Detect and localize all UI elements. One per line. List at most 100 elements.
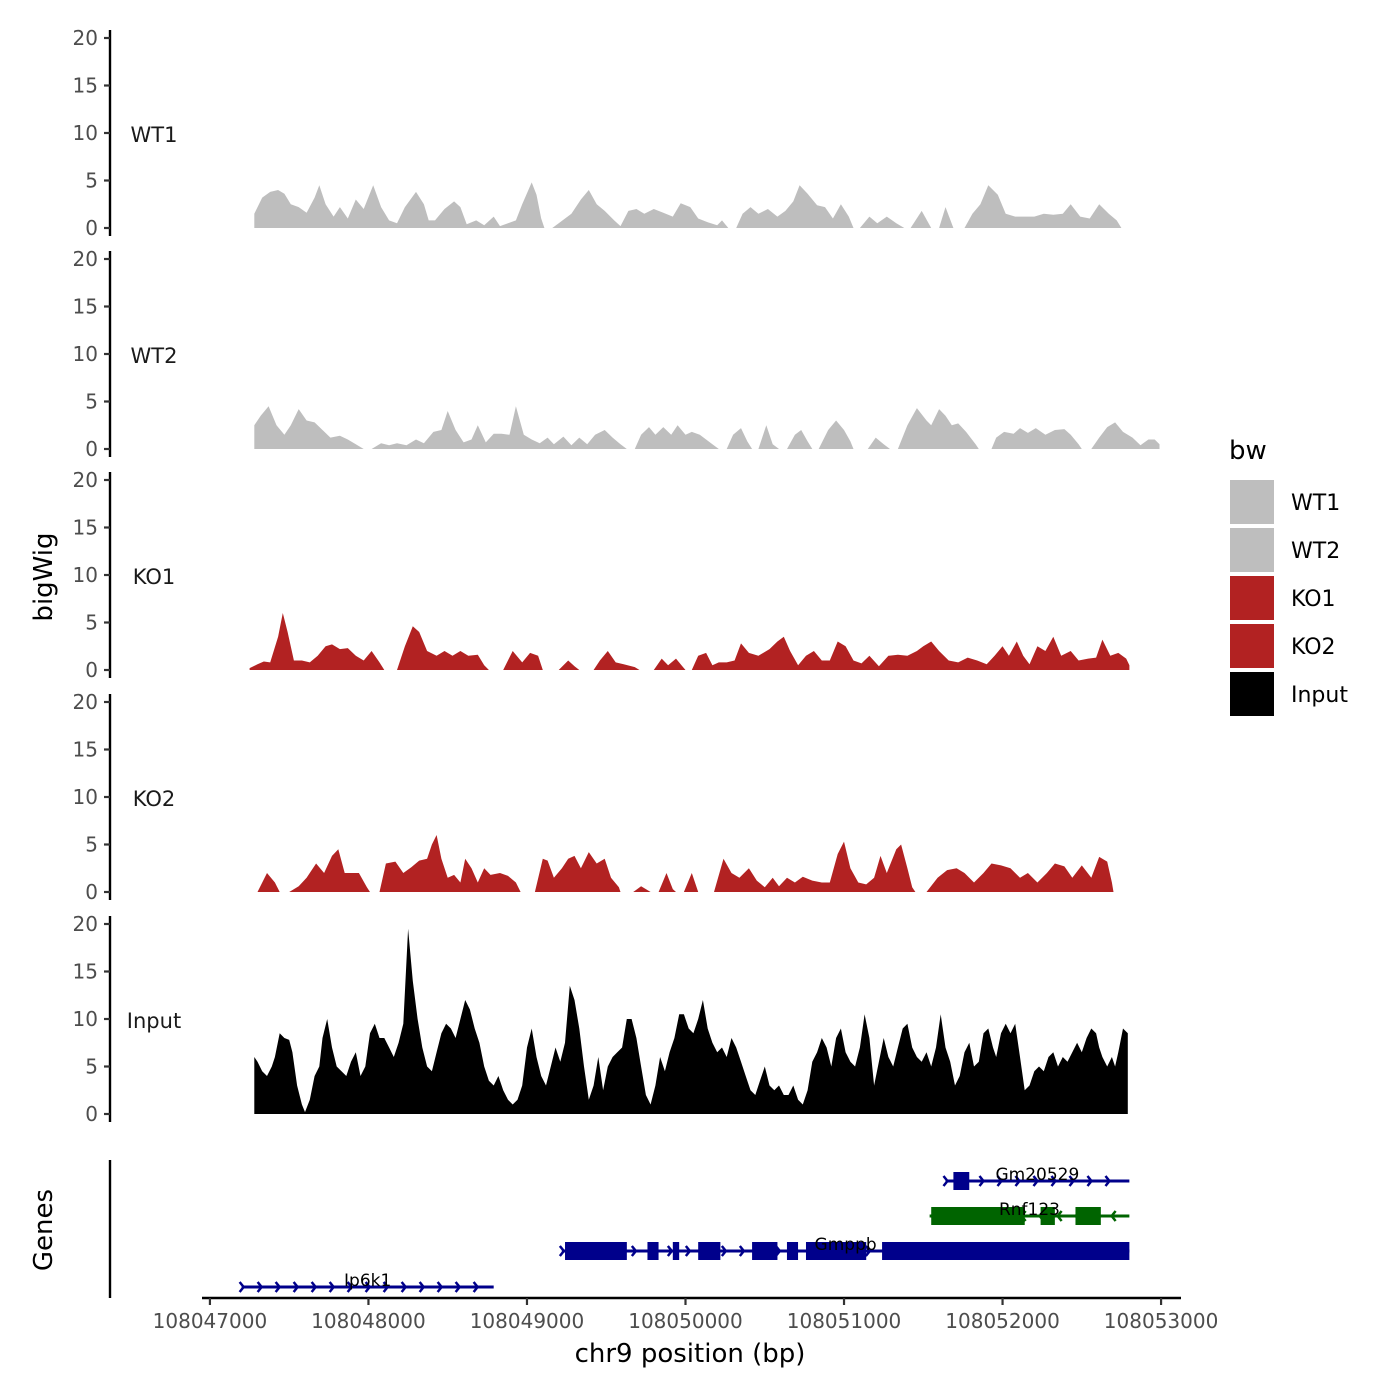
strand-chevron <box>1110 1210 1117 1222</box>
strand-chevron <box>942 1175 950 1187</box>
coverage-area-ko2 <box>289 849 370 892</box>
strand-chevron <box>472 1281 480 1293</box>
track-label: KO2 <box>133 787 176 811</box>
coverage-area-wt2 <box>634 425 719 449</box>
legend-swatch-wt2 <box>1230 528 1274 572</box>
strand-chevron <box>684 1245 692 1257</box>
x-tick-label: 108053000 <box>1104 1309 1219 1333</box>
gene-exon <box>698 1242 721 1260</box>
strand-chevron <box>1032 1175 1040 1187</box>
x-axis: 108047000 108048000 108049000 108050000 1080… <box>153 1296 1219 1333</box>
coverage-area-wt2 <box>371 406 627 449</box>
gene-exon <box>1040 1207 1055 1225</box>
gene-label: Gm20529 <box>996 1165 1080 1185</box>
strand-chevron <box>238 1281 246 1293</box>
y-tick-label: 0 <box>85 658 98 682</box>
coverage-area-ko2 <box>379 835 521 892</box>
strand-chevron <box>1014 1175 1022 1187</box>
track-label: Input <box>127 1009 181 1033</box>
gene-exon <box>882 1242 1130 1260</box>
gene-exon <box>1075 1207 1101 1225</box>
y-axis-title-bigwig: bigWig <box>29 532 59 621</box>
strand-chevron <box>738 1245 746 1257</box>
strand-chevron <box>256 1281 264 1293</box>
y-tick-label: 20 <box>73 468 98 492</box>
coverage-area-wt2 <box>254 406 364 449</box>
gene-exon <box>752 1242 778 1260</box>
coverage-area-ko2 <box>658 873 676 892</box>
x-tick-label: 108050000 <box>628 1309 743 1333</box>
coverage-area-wt1 <box>552 190 729 228</box>
legend-swatch-input <box>1230 672 1274 716</box>
strand-chevron <box>1104 1175 1112 1187</box>
x-tick-label: 108052000 <box>945 1309 1060 1333</box>
strand-chevron <box>1056 1210 1063 1222</box>
gene-exon <box>647 1242 659 1260</box>
legend: bw WT1 WT2 KO1 KO2 Input <box>1229 436 1348 716</box>
y-tick-label: 5 <box>85 169 98 193</box>
coverage-area-wt2 <box>991 428 1082 449</box>
coverage-area-ko1 <box>558 660 580 670</box>
coverage-area-wt1 <box>964 185 1122 228</box>
strand-chevron <box>978 1175 986 1187</box>
x-tick-label: 108047000 <box>153 1309 268 1333</box>
coverage-area-ko2 <box>257 873 280 892</box>
coverage-area-ko2 <box>633 886 651 892</box>
track-wt2: 0 5 10 15 20 WT2 <box>73 247 1160 461</box>
gene-exon <box>953 1172 970 1190</box>
y-tick-label: 0 <box>85 880 98 904</box>
coverage-area-ko1 <box>503 651 543 670</box>
y-tick-label: 5 <box>85 611 98 635</box>
gene-gm20529: Gm20529 <box>942 1165 1130 1190</box>
strand-chevron <box>364 1281 372 1293</box>
coverage-area-ko2 <box>714 841 916 892</box>
legend-swatch-ko1 <box>1230 576 1274 620</box>
legend-title: bw <box>1229 436 1267 466</box>
x-tick-label: 108048000 <box>311 1309 426 1333</box>
coverage-area-wt2 <box>897 408 979 449</box>
x-tick-label: 108049000 <box>470 1309 585 1333</box>
coverage-area-ko2 <box>926 856 1114 892</box>
y-tick-label: 15 <box>73 516 98 540</box>
x-tick-label: 108051000 <box>787 1309 902 1333</box>
coverage-tracks: 0 5 10 15 20 WT1 0 5 10 15 20 WT2 0 5 10 15 20 KO1 0 5 10 15 2… <box>73 26 1160 1126</box>
coverage-area-wt2 <box>818 420 854 449</box>
strand-chevron <box>720 1245 728 1257</box>
gene-label: Gmppb <box>815 1235 877 1255</box>
coverage-area-wt2 <box>787 430 813 449</box>
coverage-area-ko2 <box>534 852 621 892</box>
coverage-area-wt1 <box>939 207 954 228</box>
coverage-area-wt1 <box>254 182 545 228</box>
strand-chevron <box>436 1281 444 1293</box>
y-tick-label: 0 <box>85 216 98 240</box>
strand-chevron <box>996 1175 1004 1187</box>
coverage-area-ko1 <box>593 651 640 670</box>
strand-chevron <box>292 1281 300 1293</box>
strand-chevron <box>454 1281 462 1293</box>
y-tick-label: 5 <box>85 1055 98 1079</box>
y-tick-label: 20 <box>73 247 98 271</box>
gene-label: Ip6k1 <box>344 1271 391 1291</box>
strand-chevron <box>666 1245 674 1257</box>
strand-chevron <box>418 1281 426 1293</box>
legend-label-wt2: WT2 <box>1291 539 1340 564</box>
legend-label-wt1: WT1 <box>1291 491 1340 516</box>
coverage-area-ko2 <box>683 873 699 892</box>
track-label: KO1 <box>133 565 176 589</box>
strand-chevron <box>328 1281 336 1293</box>
gene-exon <box>672 1242 680 1260</box>
y-axis-title-genes: Genes <box>29 1189 59 1271</box>
y-tick-label: 15 <box>73 295 98 319</box>
strand-chevron <box>382 1281 390 1293</box>
gene-rnf123: Rnf123 <box>929 1200 1130 1225</box>
coverage-area-ko1 <box>249 613 385 670</box>
coverage-area-wt2 <box>1091 422 1160 449</box>
gene-label: Rnf123 <box>999 1200 1060 1220</box>
gene-gmppb: Gmppb <box>558 1235 1130 1260</box>
strand-chevron <box>346 1281 354 1293</box>
x-axis-title: chr9 position (bp) <box>575 1339 806 1369</box>
coverage-area-ko1 <box>653 658 686 670</box>
legend-label-ko1: KO1 <box>1291 587 1336 612</box>
coverage-area-wt1 <box>859 216 905 228</box>
